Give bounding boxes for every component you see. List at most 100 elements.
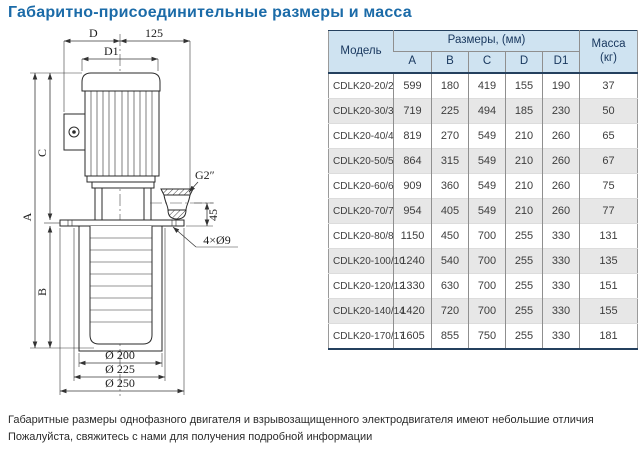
header-col-d: D xyxy=(505,51,543,73)
table-row: CDLK20-30/3 719 225 494 185 230 50 xyxy=(328,98,638,124)
motor-cap xyxy=(81,72,161,92)
model-cell: CDLK20-80/8 xyxy=(328,223,394,249)
value-cell: 260 xyxy=(542,173,580,199)
header-col-b: B xyxy=(431,51,469,73)
value-cell: 360 xyxy=(431,173,469,199)
value-cell: 210 xyxy=(505,123,543,149)
value-cell: 50 xyxy=(579,98,638,124)
holes-leader-line xyxy=(172,226,197,248)
header-mass: Масса (кг) xyxy=(579,30,638,73)
value-cell: 330 xyxy=(542,273,580,299)
value-cell: 494 xyxy=(468,98,506,124)
table-row: CDLK20-60/6 909 360 549 210 260 75 xyxy=(328,173,638,199)
value-cell: 180 xyxy=(431,72,469,99)
value-cell: 135 xyxy=(579,248,638,274)
value-cell: 549 xyxy=(468,148,506,174)
value-cell: 700 xyxy=(468,273,506,299)
value-cell: 864 xyxy=(393,148,432,174)
value-cell: 330 xyxy=(542,298,580,324)
motor-fins xyxy=(90,91,153,176)
support-leg-left xyxy=(94,187,103,221)
pump-head-plate xyxy=(91,181,155,189)
value-cell: 1420 xyxy=(393,298,432,324)
value-cell: 75 xyxy=(579,173,638,199)
table-row: CDLK20-20/2 599 180 419 155 190 37 xyxy=(328,72,638,99)
dim-label-a: A xyxy=(20,212,34,221)
holes-label: 4×Ø9 xyxy=(203,233,230,247)
port-leader-line xyxy=(188,181,199,193)
dim-label-c: C xyxy=(35,149,49,157)
value-cell: 210 xyxy=(505,173,543,199)
value-cell: 151 xyxy=(579,273,638,299)
value-cell: 700 xyxy=(468,298,506,324)
value-cell: 330 xyxy=(542,223,580,249)
dim-label-b: B xyxy=(35,288,49,296)
value-cell: 719 xyxy=(393,98,432,124)
motor-base-plate xyxy=(86,175,156,183)
value-cell: 540 xyxy=(431,248,469,274)
value-cell: 954 xyxy=(393,198,432,224)
pump-dimension-drawing: D 125 D1 A C B 45 xyxy=(2,26,332,406)
port-thread-label: G2″ xyxy=(195,168,215,182)
value-cell: 67 xyxy=(579,148,638,174)
baseplate xyxy=(59,219,185,227)
value-cell: 255 xyxy=(505,323,543,349)
table-body: CDLK20-20/2 599 180 419 155 190 37 CDLK20-30/3 7… xyxy=(328,72,638,349)
model-cell: CDLK20-70/7 xyxy=(328,198,394,224)
dim-label-dia200: Ø 200 xyxy=(105,348,135,362)
value-cell: 210 xyxy=(505,148,543,174)
value-cell: 225 xyxy=(431,98,469,124)
dimensions-table-wrap: Модель Размеры, (мм) Масса (кг) A B C D … xyxy=(328,30,638,350)
value-cell: 255 xyxy=(505,273,543,299)
value-cell: 65 xyxy=(579,123,638,149)
model-cell: CDLK20-60/6 xyxy=(328,173,394,199)
footnotes: Габаритные размеры однофазного двигателя… xyxy=(8,412,594,446)
model-cell: CDLK20-100/10 xyxy=(328,248,405,274)
value-cell: 599 xyxy=(393,72,432,99)
model-cell: CDLK20-170/17 xyxy=(328,323,405,349)
value-cell: 260 xyxy=(542,148,580,174)
table-row: CDLK20-40/4 819 270 549 210 260 65 xyxy=(328,123,638,149)
value-cell: 260 xyxy=(542,198,580,224)
value-cell: 1605 xyxy=(393,323,432,349)
value-cell: 210 xyxy=(505,198,543,224)
port-body xyxy=(163,194,191,211)
footnote-line-1: Габаритные размеры однофазного двигателя… xyxy=(8,414,594,426)
table-row: CDLK20-140/14 1420 720 700 255 330 155 xyxy=(328,298,638,324)
value-cell: 909 xyxy=(393,173,432,199)
value-cell: 155 xyxy=(505,72,543,99)
value-cell: 330 xyxy=(542,248,580,274)
pump-drawing-svg: D 125 D1 A C B 45 xyxy=(20,26,238,396)
pump-outline xyxy=(59,72,214,352)
value-cell: 155 xyxy=(579,298,638,324)
value-cell: 315 xyxy=(431,148,469,174)
value-cell: 181 xyxy=(579,323,638,349)
table-row: CDLK20-120/12 1330 630 700 255 330 151 xyxy=(328,273,638,299)
model-cell: CDLK20-20/2 xyxy=(328,72,394,99)
value-cell: 855 xyxy=(431,323,469,349)
support-leg-right xyxy=(143,187,152,221)
dim-label-d: D xyxy=(89,26,98,40)
table-row: CDLK20-170/17 1605 855 750 255 330 181 xyxy=(328,323,638,349)
model-cell: CDLK20-50/5 xyxy=(328,148,394,174)
value-cell: 260 xyxy=(542,123,580,149)
value-cell: 37 xyxy=(579,72,638,99)
value-cell: 255 xyxy=(505,298,543,324)
footnote-line-2: Пожалуйста, свяжитесь с нами для получен… xyxy=(8,431,373,443)
value-cell: 750 xyxy=(468,323,506,349)
stage-lines xyxy=(90,237,152,323)
header-col-c: C xyxy=(468,51,506,73)
value-cell: 270 xyxy=(431,123,469,149)
table-row: CDLK20-100/10 1240 540 700 255 330 135 xyxy=(328,248,638,274)
value-cell: 1330 xyxy=(393,273,432,299)
dim-label-dia250: Ø 250 xyxy=(105,376,135,390)
value-cell: 230 xyxy=(542,98,580,124)
value-cell: 630 xyxy=(431,273,469,299)
barrel-inner xyxy=(89,226,153,345)
value-cell: 190 xyxy=(542,72,580,99)
dim-label-45: 45 xyxy=(206,209,220,221)
value-cell: 255 xyxy=(505,223,543,249)
terminal-box-gland-center xyxy=(72,130,76,134)
model-cell: CDLK20-120/12 xyxy=(328,273,405,299)
value-cell: 819 xyxy=(393,123,432,149)
